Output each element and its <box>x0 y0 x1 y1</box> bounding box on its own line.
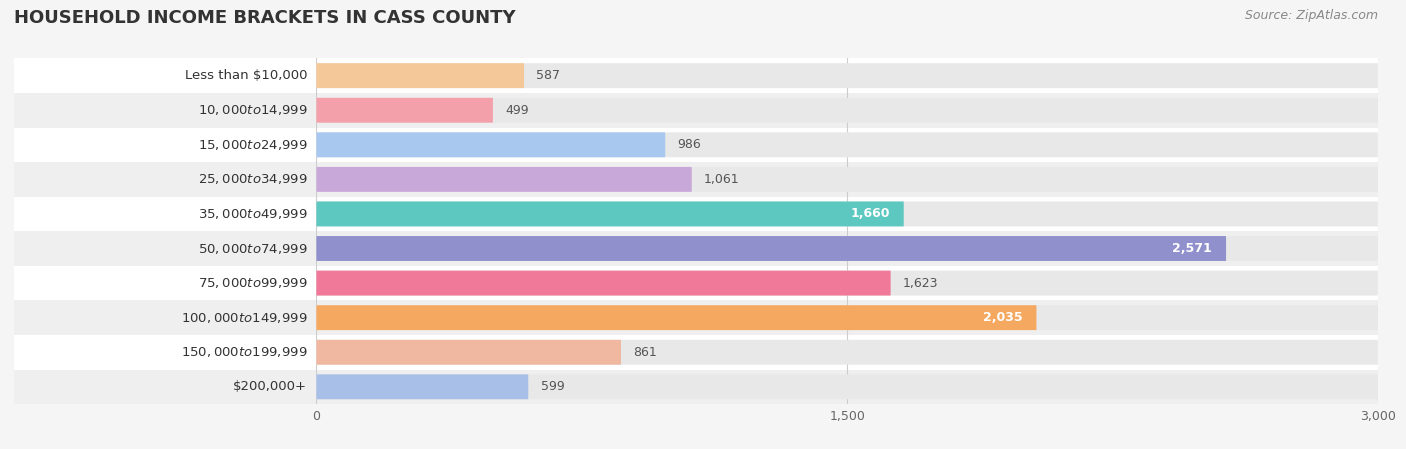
Text: 587: 587 <box>537 69 561 82</box>
Text: $10,000 to $14,999: $10,000 to $14,999 <box>198 103 308 117</box>
FancyBboxPatch shape <box>14 197 316 231</box>
FancyBboxPatch shape <box>14 162 316 197</box>
FancyBboxPatch shape <box>316 167 692 192</box>
Text: 1,623: 1,623 <box>903 277 939 290</box>
FancyBboxPatch shape <box>316 300 1378 335</box>
Text: $25,000 to $34,999: $25,000 to $34,999 <box>198 172 308 186</box>
FancyBboxPatch shape <box>316 271 1378 295</box>
FancyBboxPatch shape <box>316 167 1378 192</box>
FancyBboxPatch shape <box>316 132 665 157</box>
FancyBboxPatch shape <box>316 98 494 123</box>
FancyBboxPatch shape <box>316 305 1378 330</box>
Text: $150,000 to $199,999: $150,000 to $199,999 <box>181 345 308 359</box>
FancyBboxPatch shape <box>316 98 1378 123</box>
FancyBboxPatch shape <box>316 335 1378 370</box>
Text: $100,000 to $149,999: $100,000 to $149,999 <box>181 311 308 325</box>
FancyBboxPatch shape <box>14 335 316 370</box>
FancyBboxPatch shape <box>14 266 316 300</box>
Text: $75,000 to $99,999: $75,000 to $99,999 <box>198 276 308 290</box>
Text: 1,660: 1,660 <box>851 207 890 220</box>
Text: $200,000+: $200,000+ <box>233 380 308 393</box>
Text: 986: 986 <box>678 138 702 151</box>
Text: 1,061: 1,061 <box>704 173 740 186</box>
FancyBboxPatch shape <box>316 202 1378 226</box>
FancyBboxPatch shape <box>316 128 1378 162</box>
FancyBboxPatch shape <box>316 340 1378 365</box>
Text: 2,571: 2,571 <box>1173 242 1212 255</box>
Text: Source: ZipAtlas.com: Source: ZipAtlas.com <box>1244 9 1378 22</box>
Text: HOUSEHOLD INCOME BRACKETS IN CASS COUNTY: HOUSEHOLD INCOME BRACKETS IN CASS COUNTY <box>14 9 516 27</box>
FancyBboxPatch shape <box>316 370 1378 404</box>
FancyBboxPatch shape <box>316 236 1226 261</box>
FancyBboxPatch shape <box>316 374 529 399</box>
FancyBboxPatch shape <box>14 370 316 404</box>
FancyBboxPatch shape <box>14 231 316 266</box>
FancyBboxPatch shape <box>316 305 1036 330</box>
FancyBboxPatch shape <box>316 374 1378 399</box>
Text: $35,000 to $49,999: $35,000 to $49,999 <box>198 207 308 221</box>
FancyBboxPatch shape <box>14 93 316 128</box>
FancyBboxPatch shape <box>316 231 1378 266</box>
FancyBboxPatch shape <box>316 340 621 365</box>
FancyBboxPatch shape <box>316 63 524 88</box>
FancyBboxPatch shape <box>14 300 316 335</box>
Text: $15,000 to $24,999: $15,000 to $24,999 <box>198 138 308 152</box>
FancyBboxPatch shape <box>316 93 1378 128</box>
Text: 861: 861 <box>633 346 657 359</box>
FancyBboxPatch shape <box>316 132 1378 157</box>
Text: 2,035: 2,035 <box>983 311 1022 324</box>
Text: 499: 499 <box>505 104 529 117</box>
FancyBboxPatch shape <box>14 58 316 93</box>
Text: Less than $10,000: Less than $10,000 <box>184 69 308 82</box>
FancyBboxPatch shape <box>316 162 1378 197</box>
FancyBboxPatch shape <box>14 128 316 162</box>
FancyBboxPatch shape <box>316 58 1378 93</box>
Text: 599: 599 <box>541 380 564 393</box>
FancyBboxPatch shape <box>316 63 1378 88</box>
FancyBboxPatch shape <box>316 271 890 295</box>
FancyBboxPatch shape <box>316 266 1378 300</box>
FancyBboxPatch shape <box>316 197 1378 231</box>
FancyBboxPatch shape <box>316 236 1378 261</box>
FancyBboxPatch shape <box>316 202 904 226</box>
Text: $50,000 to $74,999: $50,000 to $74,999 <box>198 242 308 255</box>
